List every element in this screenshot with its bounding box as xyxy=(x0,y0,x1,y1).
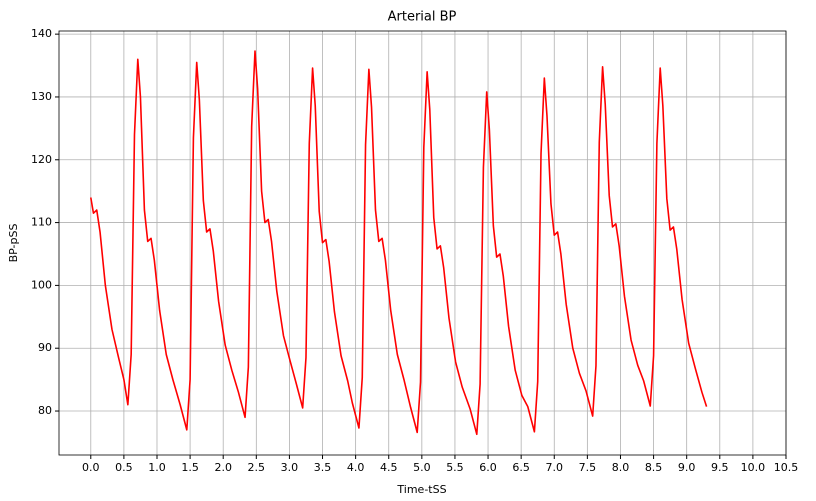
x-tick-label: 0.0 xyxy=(82,461,100,474)
y-tick-label: 110 xyxy=(31,216,52,229)
x-tick-label: 10.0 xyxy=(741,461,766,474)
y-tick-label: 120 xyxy=(31,153,52,166)
x-axis-label: Time-tSS xyxy=(396,483,446,496)
y-tick-label: 90 xyxy=(38,341,52,354)
y-tick-label: 80 xyxy=(38,404,52,417)
x-tick-label: 5.5 xyxy=(446,461,464,474)
x-tick-label: 10.5 xyxy=(774,461,799,474)
plot-frame xyxy=(58,30,787,456)
x-tick-label: 9.0 xyxy=(678,461,696,474)
x-tick-label: 2.0 xyxy=(214,461,232,474)
y-tick-label: 130 xyxy=(31,90,52,103)
y-tick-label: 100 xyxy=(31,278,52,291)
x-tick-label: 1.0 xyxy=(148,461,166,474)
x-tick-label: 0.5 xyxy=(115,461,133,474)
y-axis-label: BP-pSS xyxy=(7,224,20,263)
y-tick-label: 140 xyxy=(31,27,52,40)
x-tick-label: 6.5 xyxy=(512,461,530,474)
x-tick-label: 8.5 xyxy=(645,461,663,474)
line xyxy=(89,50,708,436)
x-tick-label: 7.0 xyxy=(546,461,564,474)
x-tick-label: 3.0 xyxy=(281,461,299,474)
x-tick-label: 9.5 xyxy=(711,461,729,474)
x-tick-label: 2.5 xyxy=(248,461,266,474)
x-tick-label: 5.0 xyxy=(413,461,431,474)
x-tick-label: 4.0 xyxy=(347,461,365,474)
x-tick-label: 1.5 xyxy=(181,461,199,474)
chart-title: Arterial BP xyxy=(388,10,457,25)
x-tick-label: 3.5 xyxy=(314,461,332,474)
x-tick-label: 6.0 xyxy=(479,461,497,474)
x-tick-label: 7.5 xyxy=(579,461,597,474)
x-tick-label: 8.0 xyxy=(612,461,630,474)
x-tick-label: 4.5 xyxy=(380,461,398,474)
